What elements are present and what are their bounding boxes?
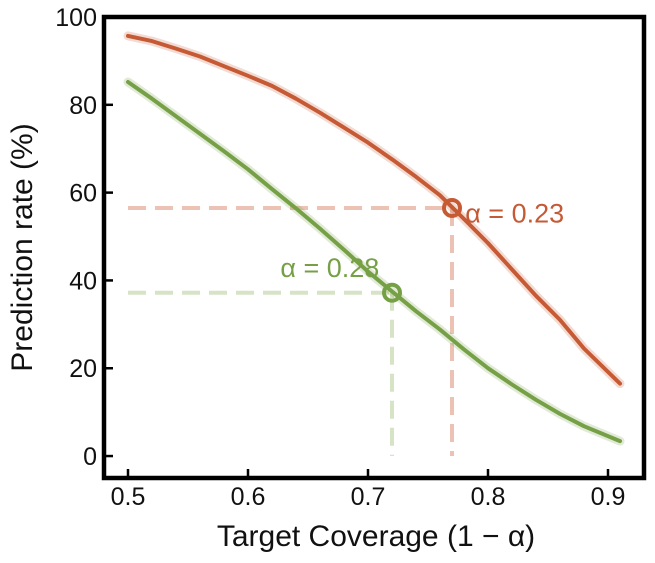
y-tick-label: 100 — [55, 4, 97, 32]
x-tick-label: 0.7 — [351, 483, 386, 511]
alpha-annotation-1: α = 0.28 — [280, 253, 379, 283]
guide-lines — [128, 205, 454, 457]
x-axis-label: Target Coverage (1 − α) — [217, 520, 535, 553]
alpha-annotations: α = 0.23 α = 0.28 — [280, 198, 564, 282]
series-line-0 — [126, 33, 622, 386]
plot-frame — [101, 14, 647, 481]
y-tick-label: 20 — [69, 355, 97, 383]
x-tick-label: 0.5 — [111, 483, 146, 511]
x-tick-label: 0.6 — [231, 483, 266, 511]
x-tick-label: 0.8 — [471, 483, 506, 511]
y-tick-label: 0 — [83, 443, 97, 471]
alpha-marker-0 — [442, 197, 462, 218]
x-axis-ticks: 0.5 0.6 0.7 0.8 0.9 — [111, 469, 626, 511]
y-tick-label: 60 — [69, 180, 97, 208]
y-axis-ticks: 0 20 40 60 80 100 — [55, 4, 113, 471]
alpha-markers — [382, 197, 462, 303]
series-lines — [123, 31, 625, 446]
y-tick-label: 80 — [69, 92, 97, 120]
alpha-marker-1 — [382, 282, 402, 303]
y-axis-label: Prediction rate (%) — [6, 123, 39, 371]
series-line-1 — [126, 80, 622, 444]
y-tick-label: 40 — [69, 267, 97, 295]
alpha-annotation-0: α = 0.23 — [465, 198, 564, 228]
x-tick-label: 0.9 — [591, 483, 626, 511]
